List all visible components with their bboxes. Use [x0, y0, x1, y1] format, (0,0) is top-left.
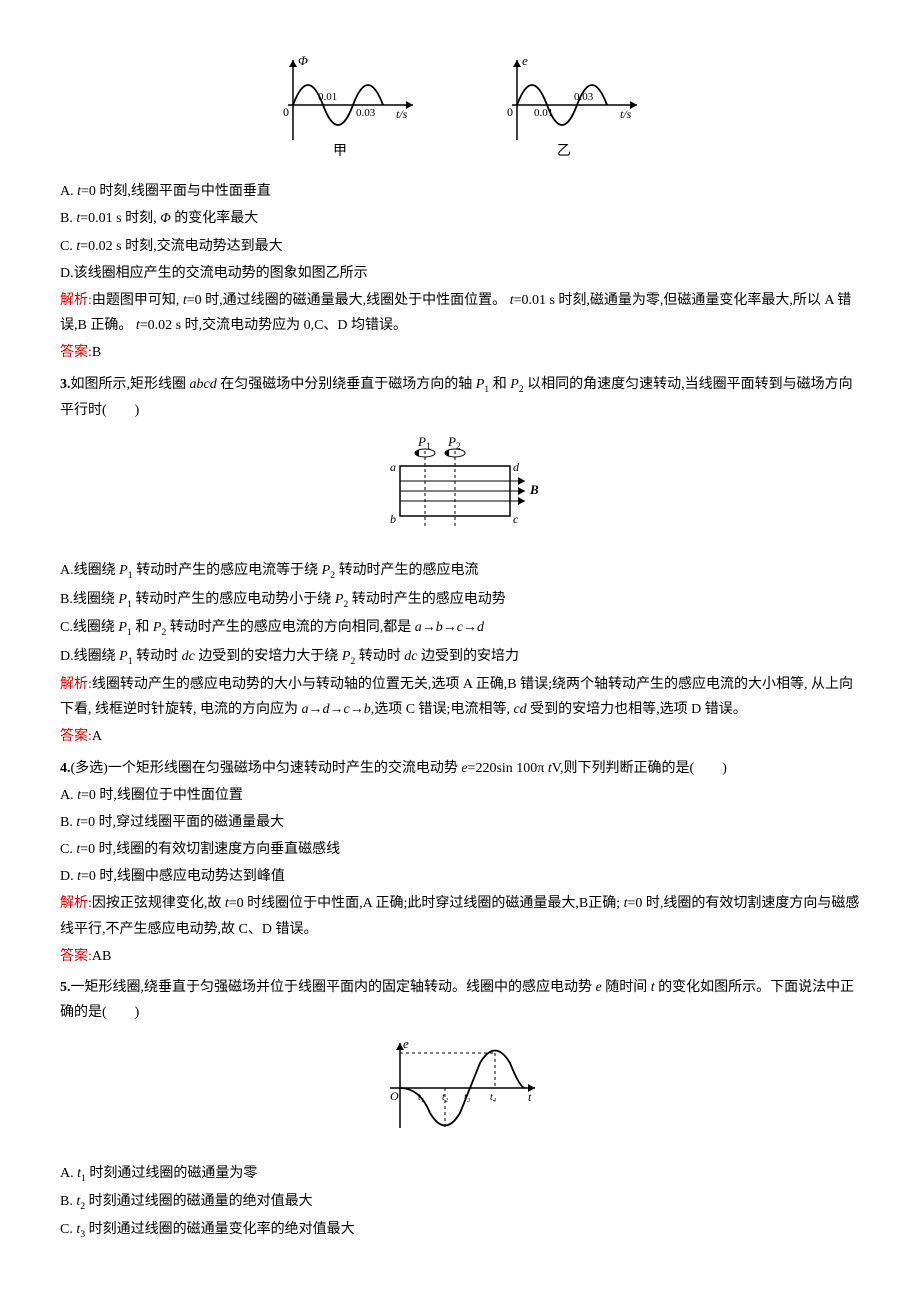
svg-text:P: P [447, 434, 456, 449]
q2-fig2-caption: 乙 [557, 143, 571, 159]
q5-block: 5.一矩形线圈,绕垂直于匀强磁场并位于线圈平面内的固定轴转动。线圈中的感应电动势… [60, 975, 860, 1244]
q4-option-a: A. t=0 时,线圈位于中性面位置 [60, 783, 860, 808]
svg-text:e: e [403, 1036, 409, 1051]
q3-figure: P1 P2 a d b c B [60, 431, 860, 550]
q4-option-c: C. t=0 时,线圈的有效切割速度方向垂直磁感线 [60, 837, 860, 862]
q4-block: 4.(多选)一个矩形线圈在匀强磁场中匀速转动时产生的交流电动势 e=220sin… [60, 756, 860, 970]
svg-text:t: t [528, 1090, 532, 1104]
svg-text:1: 1 [426, 441, 431, 451]
q4-option-b: B. t=0 时,穿过线圈平面的磁通量最大 [60, 810, 860, 835]
q2-block: A. t=0 时刻,线圈平面与中性面垂直 B. t=0.01 s 时刻, Φ 的… [60, 179, 860, 365]
q2-figures: Φ 0.01 0.03 0 t/s 甲 e 0.03 0.01 0 t/s 乙 [60, 50, 860, 169]
analysis-label: 解析: [60, 677, 92, 692]
q5-option-a: A. t1 时刻通过线圈的磁通量为零 [60, 1161, 860, 1187]
q2-option-a: A. t=0 时刻,线圈平面与中性面垂直 [60, 179, 860, 204]
answer-label: 答案: [60, 729, 92, 744]
q3-analysis: 解析:线圈转动产生的感应电动势的大小与转动轴的位置无关,选项 A 正确,B 错误… [60, 672, 860, 722]
q2-fig1-tick1: 0.01 [318, 91, 337, 103]
q5-option-c: C. t3 时刻通过线圈的磁通量变化率的绝对值最大 [60, 1217, 860, 1243]
q5-stem: 5.一矩形线圈,绕垂直于匀强磁场并位于线圈平面内的固定轴转动。线圈中的感应电动势… [60, 975, 860, 1025]
q2-fig1-ylabel: Φ [298, 53, 308, 68]
svg-text:d: d [513, 460, 520, 474]
q4-answer-value: AB [92, 949, 111, 964]
svg-text:b: b [390, 512, 396, 526]
q3-option-a: A.线圈绕 P1 转动时产生的感应电流等于绕 P2 转动时产生的感应电流 [60, 558, 860, 584]
q2-figure-2: e 0.03 0.01 0 t/s 乙 [492, 50, 652, 160]
q5-number: 5. [60, 980, 71, 995]
q2-option-d: D.该线圈相应产生的交流电动势的图象如图乙所示 [60, 261, 860, 286]
analysis-label: 解析: [60, 293, 92, 308]
q4-stem: 4.(多选)一个矩形线圈在匀强磁场中匀速转动时产生的交流电动势 e=220sin… [60, 756, 860, 781]
svg-text:B: B [529, 482, 539, 497]
q4-option-d: D. t=0 时,线圈中感应电动势达到峰值 [60, 864, 860, 889]
q2-answer-value: B [92, 345, 101, 360]
q3-block: 3.如图所示,矩形线圈 abcd 在匀强磁场中分别绕垂直于磁场方向的轴 P1 和… [60, 372, 860, 750]
q2-analysis: 解析:由题图甲可知, t=0 时,通过线圈的磁通量最大,线圈处于中性面位置。 t… [60, 288, 860, 338]
analysis-label: 解析: [60, 896, 92, 911]
q2-fig2-xlabel: t/s [620, 107, 632, 121]
svg-text:a: a [390, 460, 396, 474]
q2-figure-1: Φ 0.01 0.03 0 t/s 甲 [268, 50, 428, 160]
q2-option-b: B. t=0.01 s 时刻, Φ 的变化率最大 [60, 206, 860, 231]
q4-number: 4. [60, 761, 71, 776]
q2-fig2-tick1: 0.01 [534, 107, 553, 119]
q3-option-b: B.线圈绕 P1 转动时产生的感应电动势小于绕 P2 转动时产生的感应电动势 [60, 587, 860, 613]
q3-number: 3. [60, 377, 71, 392]
svg-text:t₄: t₄ [490, 1092, 497, 1103]
q2-option-c: C. t=0.02 s 时刻,交流电动势达到最大 [60, 234, 860, 259]
q3-option-c: C.线圈绕 P1 和 P2 转动时产生的感应电流的方向相同,都是 a→b→c→d [60, 615, 860, 641]
q4-answer: 答案:AB [60, 944, 860, 969]
q3-stem: 3.如图所示,矩形线圈 abcd 在匀强磁场中分别绕垂直于磁场方向的轴 P1 和… [60, 372, 860, 424]
q3-option-d: D.线圈绕 P1 转动时 dc 边受到的安培力大于绕 P2 转动时 dc 边受到… [60, 644, 860, 670]
svg-text:O: O [390, 1089, 399, 1103]
q2-fig1-origin: 0 [283, 105, 289, 119]
q2-answer: 答案:B [60, 340, 860, 365]
q2-fig1-xlabel: t/s [396, 107, 408, 121]
svg-text:2: 2 [456, 441, 461, 451]
q2-fig2-origin: 0 [507, 105, 513, 119]
q2-fig2-ylabel: e [522, 53, 528, 68]
q3-answer: 答案:A [60, 724, 860, 749]
svg-text:t₃: t₃ [464, 1092, 471, 1103]
q5-option-b: B. t2 时刻通过线圈的磁通量的绝对值最大 [60, 1189, 860, 1215]
q5-figure: e O t t₁ t₂ t₃ t₄ [60, 1033, 860, 1152]
svg-text:t₁: t₁ [418, 1092, 424, 1103]
svg-text:P: P [417, 434, 426, 449]
answer-label: 答案: [60, 949, 92, 964]
q2-fig1-caption: 甲 [333, 144, 347, 159]
svg-text:t₂: t₂ [442, 1092, 449, 1103]
q2-fig1-tick2: 0.03 [356, 107, 376, 119]
answer-label: 答案: [60, 345, 92, 360]
svg-text:c: c [513, 512, 519, 526]
q3-answer-value: A [92, 729, 102, 744]
q2-fig2-tick2: 0.03 [574, 91, 594, 103]
q4-analysis: 解析:因按正弦规律变化,故 t=0 时线圈位于中性面,A 正确;此时穿过线圈的磁… [60, 891, 860, 941]
